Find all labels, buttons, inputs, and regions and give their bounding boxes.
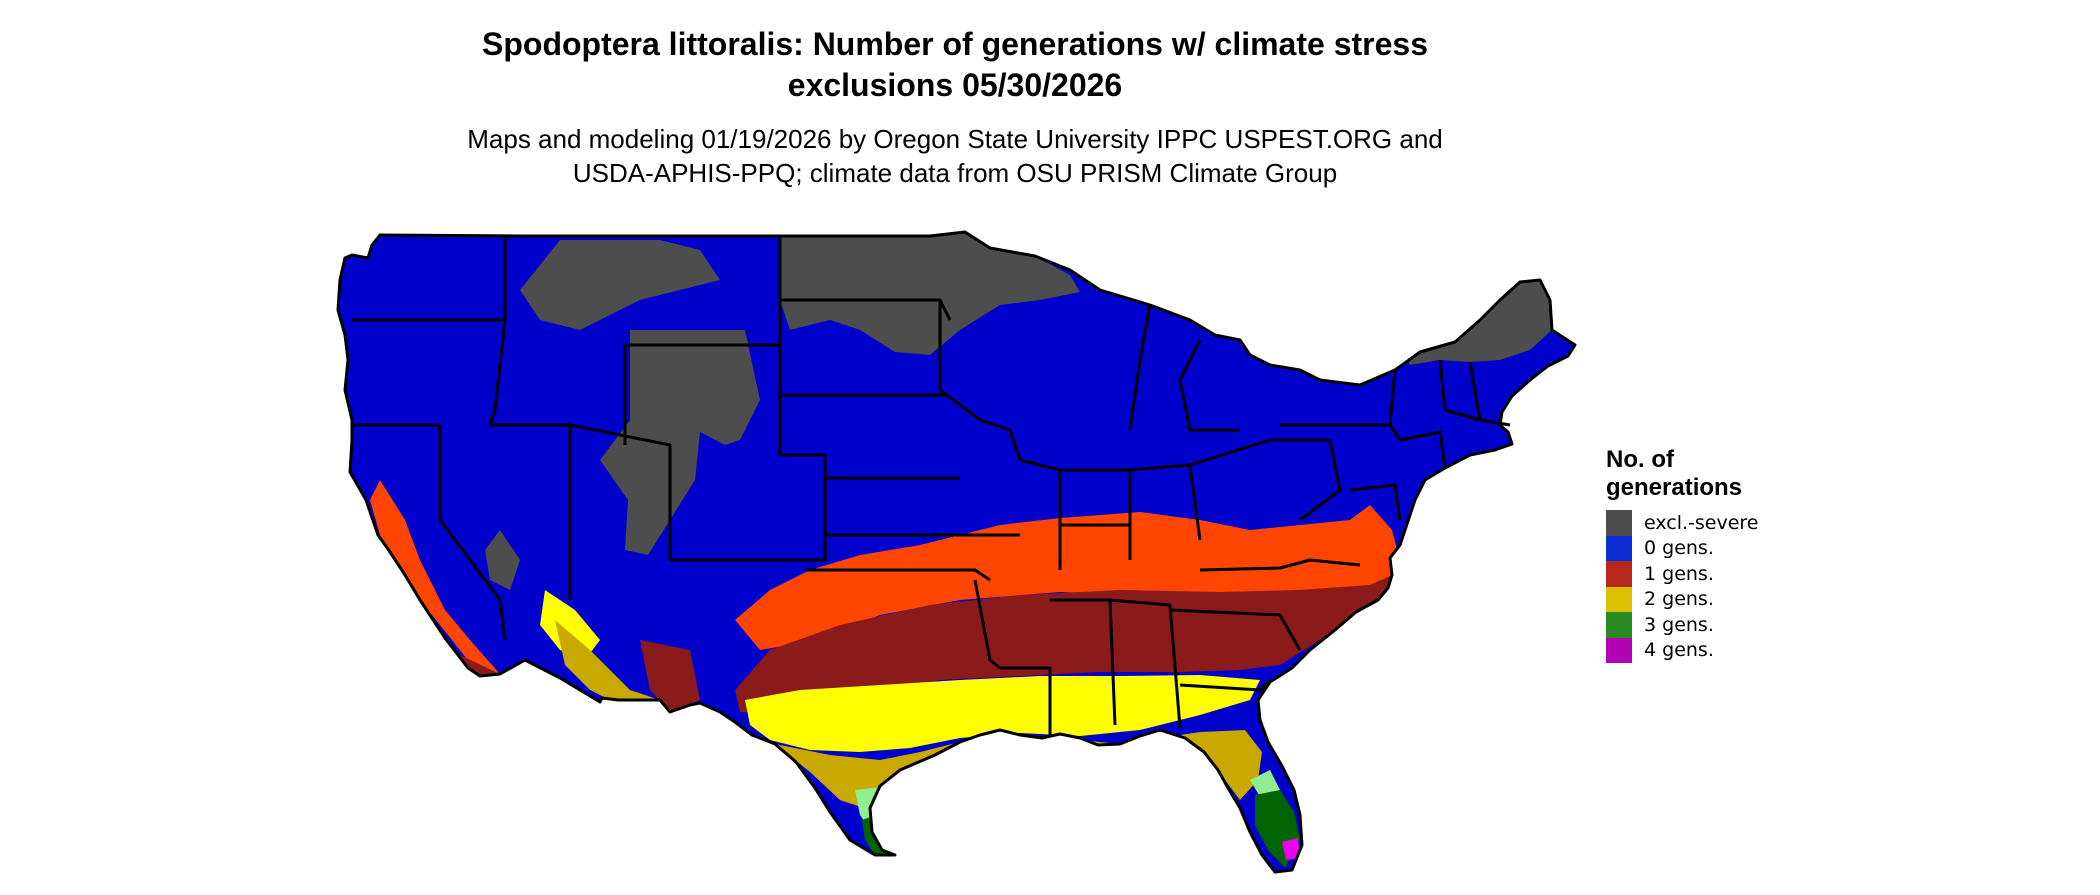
map-title-line-1: Spodoptera littoralis: Number of generat… [482,26,1428,62]
legend-swatch [1606,586,1632,612]
one-gen-dark-band [400,575,1392,712]
legend-title-line-2: generations [1606,474,1743,501]
excluded-zones [485,232,1552,590]
map-subtitle-line-2: USDA-APHIS-PPQ; climate data from OSU PR… [572,158,1338,188]
legend-item-0-gens: 0 gens. [1606,535,1759,561]
legend-item-4-gens: 4 gens. [1606,637,1759,663]
legend-item-1-gens: 1 gens. [1606,561,1759,587]
legend-swatch [1606,612,1632,638]
generation-zones [338,232,1575,872]
legend-item-3-gens: 3 gens. [1606,612,1759,638]
legend-swatch [1606,510,1632,536]
legend-label: excl.-severe [1644,511,1759,534]
map-subtitle-line-1: Maps and modeling 01/19/2026 by Oregon S… [467,124,1443,154]
map-subtitle: Maps and modeling 01/19/2026 by Oregon S… [0,122,1910,190]
legend-swatch [1606,637,1632,663]
two-gen-dark-band [555,620,1262,810]
two-gen-bright-band [540,590,1260,752]
four-gen-zones [1282,838,1300,860]
map-title-line-2: exclusions 05/30/2026 [787,67,1123,103]
legend-swatch [1606,561,1632,587]
one-gen-light-band [370,480,1400,676]
legend-swatch [1606,535,1632,561]
legend-label: 2 gens. [1644,588,1714,611]
legend-title-line-1: No. of [1606,446,1674,473]
legend-item-2-gens: 2 gens. [1606,586,1759,612]
us-generations-map [336,230,1577,874]
legend-item-excluded: excl.-severe [1606,510,1759,536]
legend-label: 1 gens. [1644,562,1714,585]
legend-label: 4 gens. [1644,639,1714,662]
state-borders [336,230,1577,874]
legend-label: 3 gens. [1644,613,1714,636]
legend-label: 0 gens. [1644,537,1714,560]
legend-title: No. of generations [1606,446,1759,502]
map-title: Spodoptera littoralis: Number of generat… [0,24,1910,106]
legend: No. of generations excl.-severe 0 gens. … [1606,446,1759,663]
